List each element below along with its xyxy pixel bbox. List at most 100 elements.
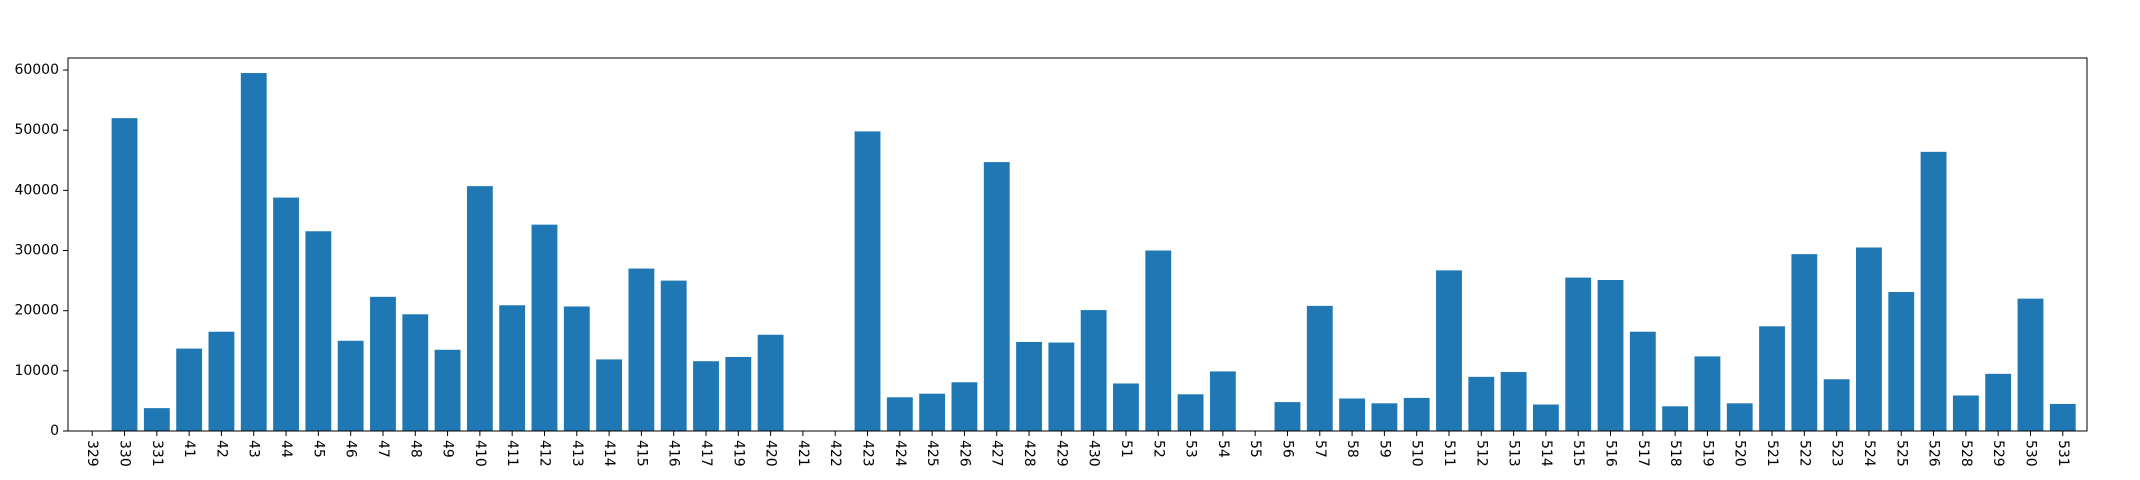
bar-518 (1662, 406, 1689, 431)
x-tick-label-44: 44 (278, 440, 294, 458)
bar-530 (2017, 298, 2044, 431)
bar-52 (1145, 250, 1172, 431)
x-tick-label-521: 521 (1764, 440, 1780, 467)
bar-425 (919, 393, 946, 431)
y-tick-label-20000: 20000 (14, 303, 59, 319)
y-tick-label-60000: 60000 (14, 62, 59, 78)
x-tick-label-516: 516 (1603, 440, 1619, 467)
x-tick-label-51: 51 (1118, 440, 1134, 458)
bar-521 (1759, 326, 1785, 431)
bar-54 (1209, 371, 1236, 431)
x-tick-label-55: 55 (1247, 440, 1263, 458)
x-tick-label-525: 525 (1893, 440, 1909, 467)
bar-524 (1856, 247, 1882, 431)
bar-513 (1500, 372, 1527, 431)
bar-510 (1403, 397, 1430, 431)
plot-frame (67, 57, 2088, 432)
bar-516 (1597, 280, 1624, 431)
x-tick-label-425: 425 (924, 440, 940, 467)
bar-45 (305, 231, 332, 431)
bar-42 (208, 331, 235, 431)
bar-57 (1306, 305, 1333, 431)
bar-426 (951, 382, 978, 431)
bar-413 (563, 306, 590, 431)
bar-43 (240, 73, 267, 431)
bar-420 (757, 334, 784, 431)
x-tick-label-416: 416 (666, 440, 682, 467)
x-tick-label-412: 412 (536, 440, 552, 467)
bar-423 (854, 131, 881, 431)
bar-51 (1113, 383, 1139, 431)
x-tick-label-428: 428 (1021, 440, 1037, 467)
x-tick-label-52: 52 (1150, 440, 1166, 458)
bar-331 (143, 408, 170, 431)
bar-59 (1371, 403, 1398, 431)
bar-415 (628, 268, 655, 431)
x-tick-label-524: 524 (1861, 440, 1877, 467)
bar-410 (466, 186, 493, 431)
x-tick-label-517: 517 (1635, 440, 1651, 467)
bar-517 (1629, 331, 1656, 431)
x-tick-label-413: 413 (569, 440, 585, 467)
bars-layer (111, 73, 2076, 431)
bar-412 (531, 224, 558, 431)
x-tick-label-528: 528 (1958, 440, 1974, 467)
x-tick-label-48: 48 (407, 440, 423, 458)
x-tick-label-518: 518 (1667, 440, 1683, 467)
x-tick-label-57: 57 (1312, 440, 1328, 458)
x-tick-label-523: 523 (1829, 440, 1845, 467)
x-tick-label-429: 429 (1053, 440, 1069, 467)
x-tick-label-43: 43 (246, 440, 262, 458)
x-tick-label-522: 522 (1796, 440, 1812, 467)
x-tick-label-512: 512 (1473, 440, 1489, 467)
x-tick-label-420: 420 (763, 440, 779, 467)
x-tick-label-42: 42 (213, 440, 229, 458)
bar-41 (176, 348, 203, 431)
bar-427 (983, 162, 1010, 431)
x-tick-label-331: 331 (149, 440, 165, 467)
bar-512 (1468, 376, 1495, 431)
x-tick-label-49: 49 (440, 440, 456, 458)
bar-519 (1694, 356, 1721, 431)
x-axis-ticks: 329 330 331 41 42 43 44 45 46 47 48 49 410 411 412 413 4… (84, 431, 2071, 467)
bar-424 (886, 397, 913, 431)
x-tick-label-53: 53 (1183, 440, 1199, 458)
bar-56 (1274, 402, 1301, 431)
bar-58 (1339, 398, 1365, 431)
bar-515 (1565, 277, 1592, 431)
bar-526 (1920, 151, 1947, 431)
x-tick-label-531: 531 (2055, 440, 2071, 467)
bar-528 (1952, 395, 1979, 431)
y-tick-label-50000: 50000 (14, 122, 59, 138)
bar-44 (273, 197, 299, 431)
bar-330 (111, 118, 138, 431)
x-tick-label-56: 56 (1279, 440, 1295, 458)
x-tick-label-424: 424 (892, 440, 908, 467)
bar-428 (1016, 341, 1042, 431)
bar-520 (1726, 403, 1753, 431)
bar-414 (596, 359, 623, 431)
bar-417 (693, 361, 719, 431)
y-tick-label-40000: 40000 (14, 182, 59, 198)
y-tick-label-10000: 10000 (14, 363, 59, 379)
x-tick-label-530: 530 (2022, 440, 2038, 467)
bar-429 (1048, 342, 1075, 431)
x-tick-label-410: 410 (472, 440, 488, 467)
bar-411 (499, 305, 526, 431)
x-tick-label-330: 330 (117, 440, 133, 467)
x-tick-label-46: 46 (343, 440, 359, 458)
x-tick-label-417: 417 (698, 440, 714, 467)
x-tick-label-515: 515 (1570, 440, 1586, 467)
bar-531 (2049, 403, 2076, 431)
y-tick-label-30000: 30000 (14, 243, 59, 259)
x-tick-label-511: 511 (1441, 440, 1457, 467)
bar-523 (1823, 379, 1850, 431)
x-tick-label-514: 514 (1538, 440, 1554, 467)
x-tick-label-421: 421 (795, 440, 811, 467)
x-tick-label-414: 414 (601, 440, 617, 467)
x-tick-label-422: 422 (827, 440, 843, 467)
x-tick-label-423: 423 (860, 440, 876, 467)
x-tick-label-520: 520 (1732, 440, 1748, 467)
